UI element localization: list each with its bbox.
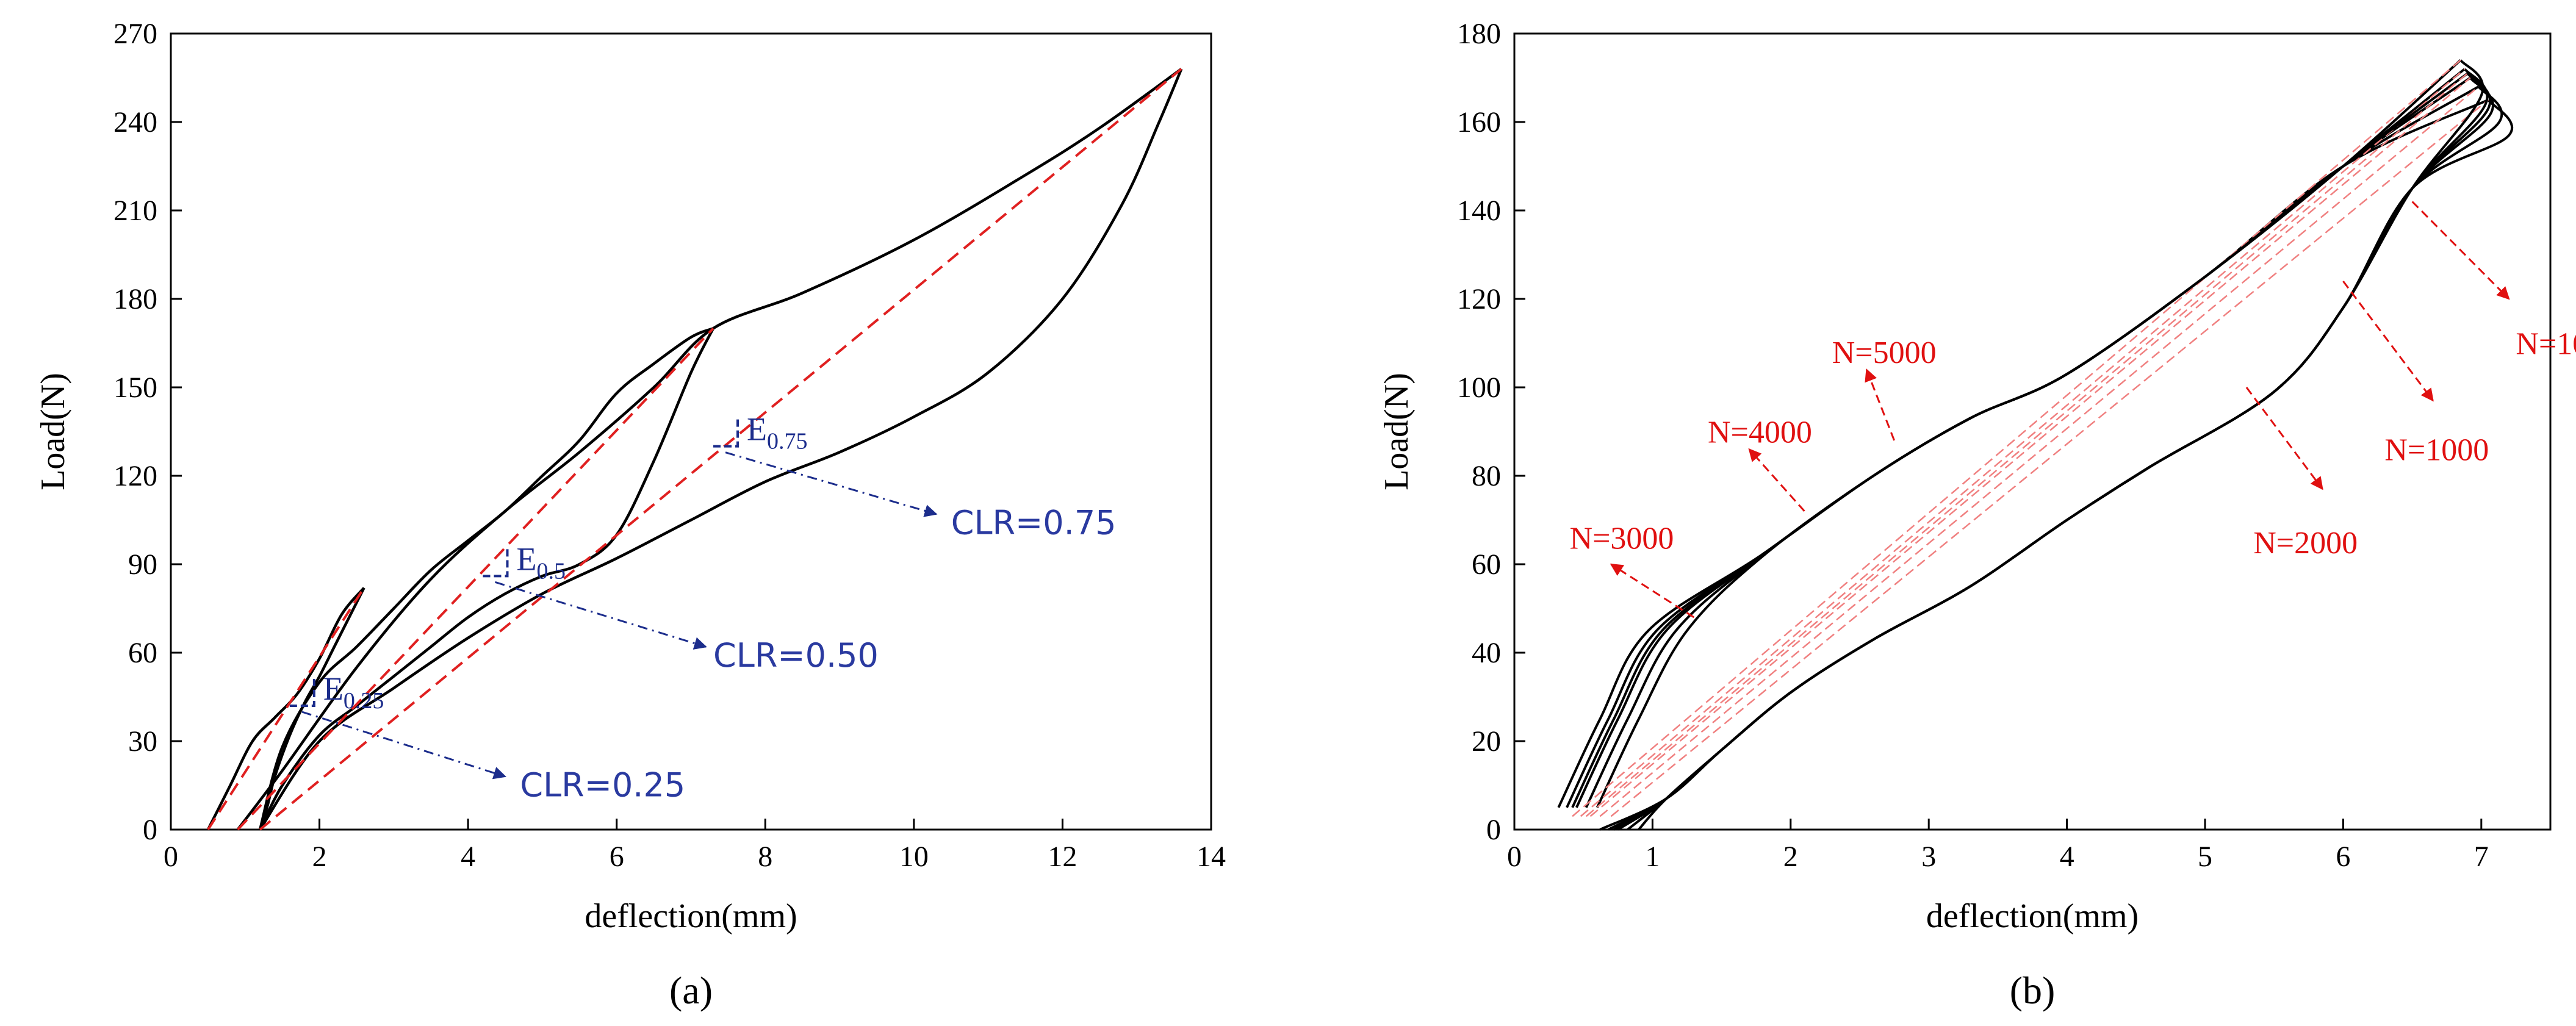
annotation-arrow [1748,448,1805,512]
x-tick-label: 10 [899,841,929,873]
secant-line [207,587,365,831]
cycle-label: N=2000 [2253,526,2358,561]
x-tick-label: 14 [1196,841,1226,873]
y-tick-label: 90 [128,548,157,581]
panel-label: (b) [2010,969,2056,1012]
hysteresis-curve [206,587,365,831]
secant-line [237,327,714,831]
x-axis-title: deflection(mm) [1926,897,2139,935]
x-tick-label: 4 [461,841,475,873]
cycle-label: N=10 [2516,327,2576,362]
y-tick-label: 120 [113,460,157,492]
y-tick-label: 0 [1486,814,1501,846]
annotation-arrow [301,711,507,780]
y-tick-label: 180 [113,283,157,315]
plot-frame [170,32,1212,831]
x-tick-label: 0 [164,841,178,873]
x-tick-label: 6 [2336,841,2350,873]
y-tick-label: 120 [1457,283,1501,315]
x-tick-label: 12 [1048,841,1077,873]
modulus-marker [483,548,509,578]
y-tick-label: 150 [113,371,157,404]
y-tick-label: 30 [128,725,157,758]
annotation-arrow [2342,281,2434,402]
hysteresis-curve-unloading [1638,99,2514,831]
modulus-symbol: E [323,670,344,707]
modulus-symbol: E [747,411,767,448]
x-tick-label: 8 [758,841,772,873]
hysteresis-curve [259,68,1183,831]
clr-label: CLR=0.75 [951,503,1117,542]
modulus-label: E0.5 [517,540,566,584]
panel-a: 0 2 4 6 8 10 12 14 0 30 60 90 120 150 180 210 240 270 defl… [34,18,1226,1012]
y-tick-label: 180 [1457,18,1501,50]
secant-line [1610,99,2489,817]
plot-frame [1513,32,2552,831]
y-axis-title: Load(N) [34,373,72,490]
clr-label: CLR=0.50 [713,636,879,675]
modulus-marker [289,678,315,707]
x-tick-label: 7 [2474,841,2489,873]
secant-line [259,68,1182,831]
modulus-symbol: E [517,540,537,577]
annotation-arrow [2245,387,2323,490]
cycle-label: N=3000 [1570,522,1674,556]
panel-b: 0 1 2 3 4 5 6 7 0 20 40 60 80 100 120 140 160 180 deflecti… [1378,18,2576,1012]
x-tick-label: 0 [1507,841,1522,873]
annotation-arrow [1865,368,1895,441]
panel-label: (a) [669,969,713,1012]
y-tick-label: 60 [128,637,157,669]
cycle-label: N=4000 [1708,415,1812,450]
annotation-arrow [1610,563,1695,619]
hysteresis-curve [259,328,715,831]
clr-label: CLR=0.25 [520,766,685,805]
x-tick-label: 3 [1921,841,1936,873]
cycle-label: N=5000 [1832,335,1937,370]
y-tick-label: 210 [113,195,157,227]
y-tick-label: 100 [1457,371,1501,404]
y-tick-label: 80 [1472,460,1501,492]
y-tick-label: 60 [1472,548,1501,581]
secant-line [1585,73,2468,817]
hysteresis-curve [236,68,1182,831]
y-tick-label: 40 [1472,637,1501,669]
y-tick-label: 240 [113,106,157,138]
x-tick-label: 1 [1645,841,1660,873]
y-tick-label: 270 [113,18,157,50]
x-tick-label: 2 [312,841,327,873]
y-tick-label: 20 [1472,725,1501,758]
x-tick-label: 2 [1783,841,1798,873]
y-axis-title: Load(N) [1378,373,1416,490]
modulus-subscript: 0.5 [537,558,566,584]
y-tick-label: 140 [1457,195,1501,227]
modulus-label: E0.25 [323,670,384,714]
x-tick-label: 6 [610,841,624,873]
modulus-subscript: 0.75 [767,429,808,454]
y-tick-label: 0 [143,814,157,846]
hysteresis-curve-loading [1566,68,2466,808]
annotation-arrow [2411,201,2510,300]
modulus-subscript: 0.25 [344,688,384,714]
modulus-label: E0.75 [747,411,808,454]
x-axis-title: deflection(mm) [585,897,797,935]
x-tick-label: 4 [2060,841,2074,873]
hysteresis-curve-loading [1596,98,2489,808]
annotation-arrow [495,581,707,650]
y-tick-label: 160 [1457,106,1501,138]
secant-line [1599,86,2480,817]
secant-line [1572,59,2461,817]
x-tick-label: 5 [2198,841,2212,873]
hysteresis-curve-loading [1571,72,2469,808]
hysteresis-curve-unloading [1613,73,2491,831]
modulus-marker [713,418,739,448]
secant-line [1580,68,2466,817]
annotation-arrow [725,451,938,517]
secant-line [1589,77,2471,817]
hysteresis-curve [258,327,714,830]
hysteresis-curve-loading [1557,59,2462,808]
cycle-label: N=1000 [2384,433,2489,468]
